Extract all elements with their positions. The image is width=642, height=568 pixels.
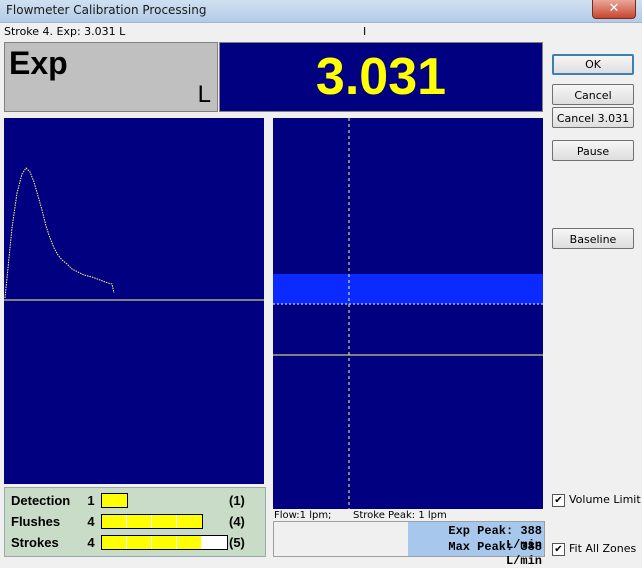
mode-label: Exp [9,45,68,81]
fit-all-zones-checkbox[interactable]: ✔ Fit All Zones [552,542,636,556]
peak-readout: Exp Peak: 388 L/min Max Peak: 388 L/min [273,521,545,568]
zone-segment [177,515,202,528]
mode-display: Exp L [4,42,218,112]
zone-segment [102,536,127,549]
zone-segment [102,494,127,507]
max-peak: Max Peak: 388 L/min [448,540,542,568]
zone-segment [202,536,227,549]
zone-row-strokes: Strokes 4 (5) [5,532,265,552]
stroke-peak-info: Stroke Peak: 1 lpm [353,510,447,521]
zone-row-detection: Detection 1 (1) [5,490,265,510]
zone-bar [101,493,128,508]
zone-count: 1 [87,493,95,508]
flow-zone-band [273,274,543,304]
zone-label: Strokes [11,535,59,550]
volume-trace-svg [4,167,264,301]
peak-highlight: Exp Peak: 388 L/min Max Peak: 388 L/min [408,522,544,568]
volume-limit-checkbox[interactable]: ✔ Volume Limit [552,493,641,507]
zone-segment [152,536,177,549]
status-text: Stroke 4. Exp: 3.031 L [4,25,126,38]
title-bar: Flowmeter Calibration Processing ✕ [0,0,642,23]
zone-segment [152,515,177,528]
fit-all-zones-label: Fit All Zones [569,542,637,555]
flow-info: Flow:1 lpm; [274,510,332,521]
volume-limit-label: Volume Limit [569,493,641,506]
close-button[interactable]: ✕ [592,0,636,19]
checkbox-icon[interactable]: ✔ [552,542,565,556]
zone-segment [177,536,202,549]
zone-label: Detection [11,493,71,508]
pause-button[interactable]: Pause [552,140,634,161]
zone-bar [101,535,228,550]
cancel-button[interactable]: Cancel [552,84,634,105]
zone-target: (1) [229,493,245,508]
zone-progress: Detection 1 (1) Flushes 4 (4) Strokes 4 … [4,487,266,557]
volume-value: 3.031 [315,48,447,106]
ok-button[interactable]: OK [552,54,634,75]
volume-trace [4,167,115,299]
unit-label: L [197,81,211,108]
cancel-value-button[interactable]: Cancel 3.031 [552,107,634,128]
checkbox-icon[interactable]: ✔ [552,493,565,507]
zone-row-flushes: Flushes 4 (4) [5,511,265,531]
zone-label: Flushes [11,514,61,529]
exp-peak: Exp Peak: 388 L/min [448,524,542,552]
status-marker: I [363,25,367,38]
zone-segment [127,536,152,549]
baseline-button[interactable]: Baseline [552,228,634,249]
zone-target: (4) [229,514,245,529]
zone-bar [101,514,203,529]
zone-count: 4 [87,535,95,550]
zone-count: 4 [87,514,95,529]
zone-segment [127,515,152,528]
zone-segment [102,515,127,528]
flow-panel [273,118,543,509]
volume-display: 3.031 [219,42,543,112]
volume-trace-panel [4,118,264,484]
flow-panel-svg [273,118,543,509]
window-title: Flowmeter Calibration Processing [6,3,207,17]
zone-target: (5) [229,535,245,550]
